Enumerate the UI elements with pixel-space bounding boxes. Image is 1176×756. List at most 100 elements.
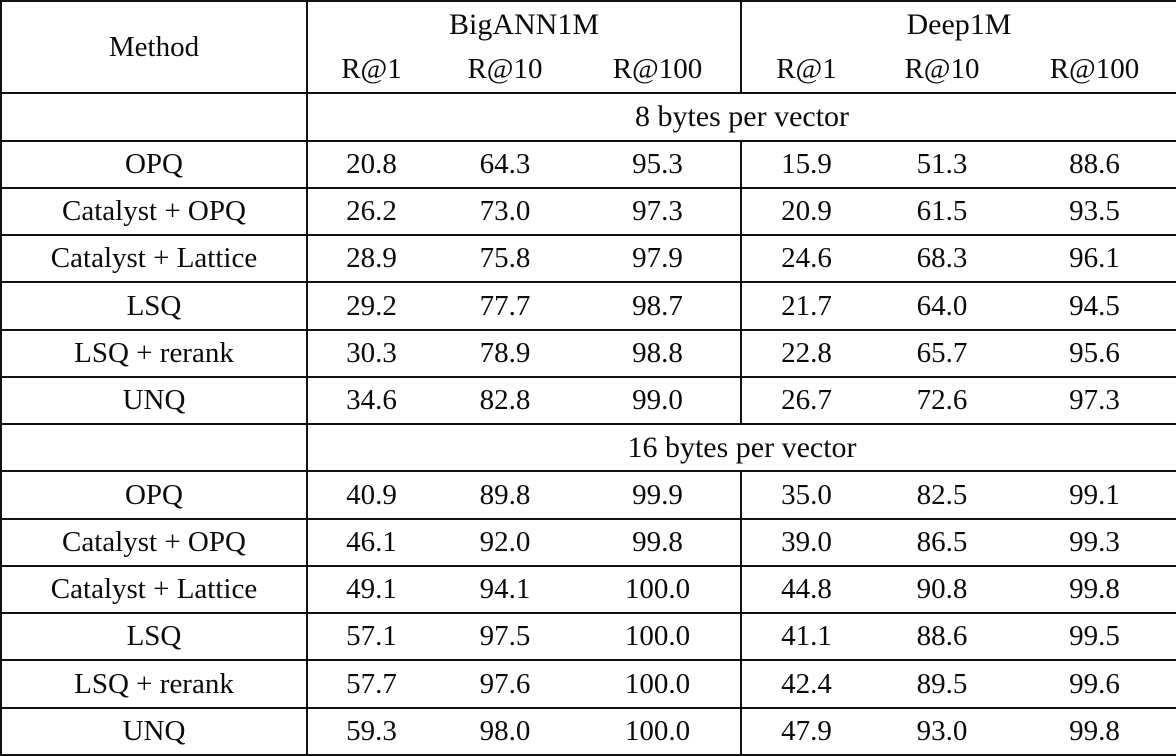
metric-cell: 86.5: [871, 517, 1013, 566]
metric-cell: 82.8: [435, 375, 575, 425]
table-row-catalyst-lattice-8b: Catalyst + Lattice 28.9 75.8 97.9 24.6 6…: [1, 234, 1176, 283]
metric-cell: 49.1: [306, 564, 435, 614]
table-row-lsq-8b: LSQ 29.2 77.7 98.7 21.7 64.0 94.5: [1, 281, 1176, 330]
metric-cell: 97.9: [575, 234, 741, 283]
metric-cell: 97.3: [575, 186, 741, 236]
metric-cell: 64.0: [871, 281, 1013, 330]
metric-cell: 72.6: [871, 375, 1013, 425]
metric-cell: 29.2: [306, 281, 435, 330]
method-cell: LSQ + rerank: [1, 659, 307, 708]
table-row-lsq-rerank-8b: LSQ + rerank 30.3 78.9 98.8 22.8 65.7 95…: [1, 328, 1176, 377]
metric-cell: 98.0: [435, 706, 575, 755]
metric-cell: 98.7: [575, 281, 741, 330]
section-empty-cell: [1, 92, 307, 141]
method-cell: UNQ: [1, 706, 307, 755]
metric-header-bigann-r10: R@10: [467, 53, 543, 86]
metric-cell: 57.1: [306, 612, 435, 661]
table-row-opq-8b: OPQ 20.8 64.3 95.3 15.9 51.3 88.6: [1, 139, 1176, 188]
method-cell: Catalyst + OPQ: [1, 186, 307, 236]
metric-cell: 89.5: [871, 659, 1013, 708]
metric-cell: 20.9: [740, 186, 871, 236]
table-row-unq-8b: UNQ 34.6 82.8 99.0 26.7 72.6 97.3: [1, 375, 1176, 425]
metric-cell: 26.2: [306, 186, 435, 236]
metric-cell: 77.7: [435, 281, 575, 330]
metric-cell: 99.8: [1013, 706, 1176, 755]
metric-cell: 95.6: [1013, 328, 1176, 377]
table-row-unq-16b: UNQ 59.3 98.0 100.0 47.9 93.0 99.8: [1, 706, 1176, 755]
metric-cell: 99.9: [575, 470, 741, 519]
table-row-catalyst-opq-8b: Catalyst + OPQ 26.2 73.0 97.3 20.9 61.5 …: [1, 186, 1176, 236]
table-row-catalyst-opq-16b: Catalyst + OPQ 46.1 92.0 99.8 39.0 86.5 …: [1, 517, 1176, 566]
section-empty-cell: [1, 423, 307, 472]
metric-cell: 61.5: [871, 186, 1013, 236]
metric-cell: 97.5: [435, 612, 575, 661]
metric-header-deep-r1: R@1: [740, 47, 871, 94]
method-cell: Catalyst + OPQ: [1, 517, 307, 566]
metric-cell: 68.3: [871, 234, 1013, 283]
metric-cell: 97.3: [1013, 375, 1176, 425]
metric-cell: 40.9: [306, 470, 435, 519]
metric-cell: 75.8: [435, 234, 575, 283]
metric-cell: 99.3: [1013, 517, 1176, 566]
metric-header-deep-r10: R@10: [904, 53, 980, 86]
metric-cell: 99.8: [1013, 564, 1176, 614]
metric-cell: 99.0: [575, 375, 741, 425]
metric-cell: 78.9: [435, 328, 575, 377]
metric-cell: 94.1: [435, 564, 575, 614]
metric-cell: 26.7: [740, 375, 871, 425]
metric-cell: 99.5: [1013, 612, 1176, 661]
metric-cell: 44.8: [740, 564, 871, 614]
metric-cell: 94.5: [1013, 281, 1176, 330]
method-cell: LSQ + rerank: [1, 328, 307, 377]
metric-cell: 24.6: [740, 234, 871, 283]
table-row-lsq-16b: LSQ 57.1 97.5 100.0 41.1 88.6 99.5: [1, 612, 1176, 661]
metric-cell: 100.0: [575, 564, 741, 614]
metric-cell: 73.0: [435, 186, 575, 236]
section-title-8-bytes: 8 bytes per vector: [305, 92, 1176, 141]
method-cell: LSQ: [1, 612, 307, 661]
group-header-bigann1m: BigANN1M: [306, 1, 741, 48]
metric-cell: 97.6: [435, 659, 575, 708]
section-row-16-bytes: 16 bytes per vector: [1, 423, 1176, 472]
method-cell: OPQ: [1, 139, 307, 188]
metric-cell: 99.1: [1013, 470, 1176, 519]
metric-cell: 93.0: [871, 706, 1013, 755]
metric-cell: 41.1: [740, 612, 871, 661]
section-title-16-bytes: 16 bytes per vector: [305, 423, 1176, 472]
metric-header-deep-r100: R@100: [1049, 53, 1140, 86]
metric-cell: 96.1: [1013, 234, 1176, 283]
group-header-deep1m: Deep1M: [739, 1, 1176, 48]
method-cell: Catalyst + Lattice: [1, 234, 307, 283]
metric-cell: 99.8: [575, 517, 741, 566]
metric-cell: 30.3: [306, 328, 435, 377]
section-row-8-bytes: 8 bytes per vector: [1, 92, 1176, 141]
header-row-groups: Method BigANN1M Deep1M: [1, 1, 1176, 63]
metric-cell: 100.0: [575, 706, 741, 755]
metric-cell: 20.8: [306, 139, 435, 188]
table-row-lsq-rerank-16b: LSQ + rerank 57.7 97.6 100.0 42.4 89.5 9…: [1, 659, 1176, 708]
metric-cell: 47.9: [740, 706, 871, 755]
metric-cell: 34.6: [306, 375, 435, 425]
metric-cell: 28.9: [306, 234, 435, 283]
table-row-opq-16b: OPQ 40.9 89.8 99.9 35.0 82.5 99.1: [1, 470, 1176, 519]
method-cell: Catalyst + Lattice: [1, 564, 307, 614]
metric-cell: 15.9: [740, 139, 871, 188]
metric-cell: 82.5: [871, 470, 1013, 519]
metric-cell: 21.7: [740, 281, 871, 330]
metric-cell: 57.7: [306, 659, 435, 708]
metric-cell: 35.0: [740, 470, 871, 519]
table-row-catalyst-lattice-16b: Catalyst + Lattice 49.1 94.1 100.0 44.8 …: [1, 564, 1176, 614]
method-cell: UNQ: [1, 375, 307, 425]
metric-cell: 42.4: [740, 659, 871, 708]
method-cell: LSQ: [1, 281, 307, 330]
header-row-metrics: R@1 R@10 R@100 R@1 R@10 R@100: [1, 47, 1176, 94]
metric-cell: 93.5: [1013, 186, 1176, 236]
metric-cell: 90.8: [871, 564, 1013, 614]
metric-cell: 65.7: [871, 328, 1013, 377]
metric-cell: 99.6: [1013, 659, 1176, 708]
metric-cell: 100.0: [575, 612, 741, 661]
metric-header-bigann-r100: R@100: [612, 53, 703, 86]
metric-cell: 39.0: [740, 517, 871, 566]
